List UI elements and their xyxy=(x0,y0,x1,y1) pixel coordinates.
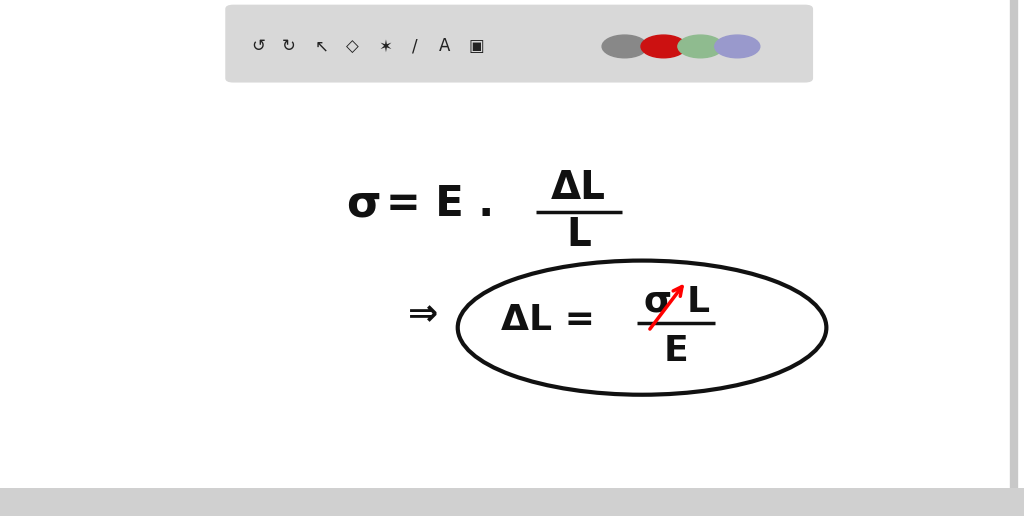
Text: E: E xyxy=(664,334,688,368)
Text: = E .: = E . xyxy=(386,183,495,225)
Text: ↻: ↻ xyxy=(282,38,296,55)
Circle shape xyxy=(715,35,760,58)
FancyBboxPatch shape xyxy=(0,488,1024,516)
Text: ⇒: ⇒ xyxy=(408,298,438,332)
Circle shape xyxy=(641,35,686,58)
Text: ✶: ✶ xyxy=(378,38,392,55)
Text: ΔL =: ΔL = xyxy=(501,303,595,337)
Text: ↖: ↖ xyxy=(314,38,329,55)
Text: L: L xyxy=(566,216,591,254)
Circle shape xyxy=(678,35,723,58)
Text: ΔL: ΔL xyxy=(551,169,606,207)
Text: ↺: ↺ xyxy=(251,38,265,55)
Text: /: / xyxy=(412,38,418,55)
Text: L: L xyxy=(687,285,710,319)
Circle shape xyxy=(602,35,647,58)
Text: ◇: ◇ xyxy=(346,38,358,55)
Text: A: A xyxy=(438,38,451,55)
FancyBboxPatch shape xyxy=(225,5,813,83)
Text: σ: σ xyxy=(346,182,381,225)
Text: ▣: ▣ xyxy=(468,38,484,55)
Text: σ: σ xyxy=(643,285,672,319)
